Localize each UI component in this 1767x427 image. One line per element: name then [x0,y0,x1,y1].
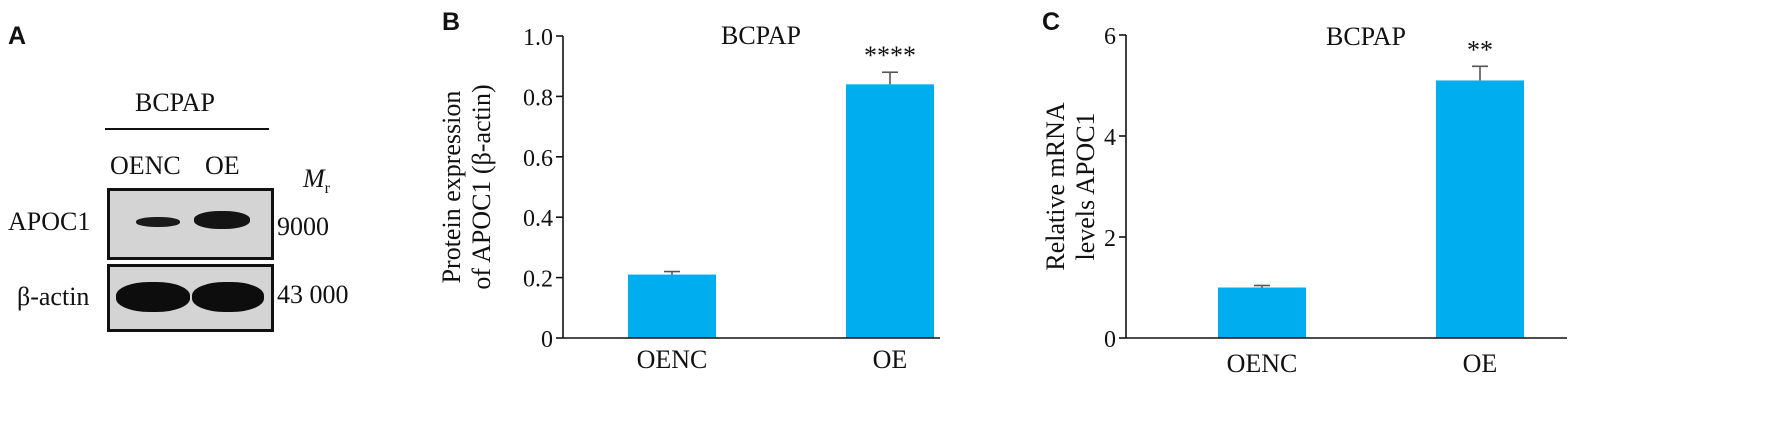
y-axis-label-line: levels APOC1 [1071,112,1100,260]
y-tick-label: 1.0 [523,25,553,51]
mr-subscript: r [324,180,330,198]
lane-label-oenc: OENC [110,151,181,180]
mr-symbol: M [303,164,325,193]
panel-letter-b: B [442,8,461,36]
blot-image-beta-actin [107,264,274,332]
band-apoc1-oenc [136,217,180,227]
mr-value-apoc1: 9000 [277,212,329,241]
chart-title: BCPAP [1326,22,1406,51]
y-tick-label: 0.6 [523,146,553,172]
band-apoc1-oe [194,211,250,229]
y-axis-label-line: of APOC1 (β-actin) [467,84,496,289]
mrna-levels-bar-chart: 0 2 4 6 Relative mRNAlevels APOC1 BCPAP OENC **… [1041,22,1567,378]
y-axis-label: Relative mRNAlevels APOC1 [1041,102,1100,270]
y-tick-label: 0.8 [523,85,553,111]
y-tick-label: 6 [1104,24,1116,50]
bar-oenc [628,274,716,338]
panel-letter-c: C [1042,8,1061,36]
protein-expression-bar-chart: 0 0.2 0.4 0.6 0.8 1.0 Protein expressionof APO… [437,21,940,374]
x-tick-label: OE [873,345,908,374]
y-axis-label-line: Protein expression [437,91,466,284]
y-tick-label: 4 [1104,125,1116,151]
band-beta-actin-oenc [116,282,190,312]
bar-oe [846,84,934,338]
y-tick-label: 2 [1104,226,1116,252]
y-tick-label: 0.4 [523,206,553,232]
x-tick-label: OE [1463,349,1498,378]
blot-row-label-beta-actin: β-actin [17,282,90,311]
bar-oenc [1218,287,1306,338]
significance-label: ** [1467,35,1493,64]
cell-line-label: BCPAP [135,88,215,117]
y-axis-label-line: Relative mRNA [1041,102,1070,270]
cell-line-divider [105,128,269,130]
y-tick-label: 0.2 [523,267,553,293]
band-beta-actin-oe [192,282,264,312]
chart-title: BCPAP [721,21,801,50]
bar-oe [1436,80,1524,338]
y-tick-label: 0 [1104,327,1116,353]
blot-image-apoc1 [107,188,274,260]
panel-letter-a: A [8,22,27,50]
mr-value-beta-actin: 43 000 [277,280,349,309]
y-axis-label: Protein expressionof APOC1 (β-actin) [437,84,496,289]
mr-label: Mr [303,164,330,198]
x-tick-label: OENC [1227,349,1298,378]
lane-label-oe: OE [205,151,240,180]
significance-label: **** [864,41,916,70]
x-tick-label: OENC [637,345,708,374]
y-tick-label: 0 [541,327,553,353]
blot-row-label-apoc1: APOC1 [8,207,91,236]
